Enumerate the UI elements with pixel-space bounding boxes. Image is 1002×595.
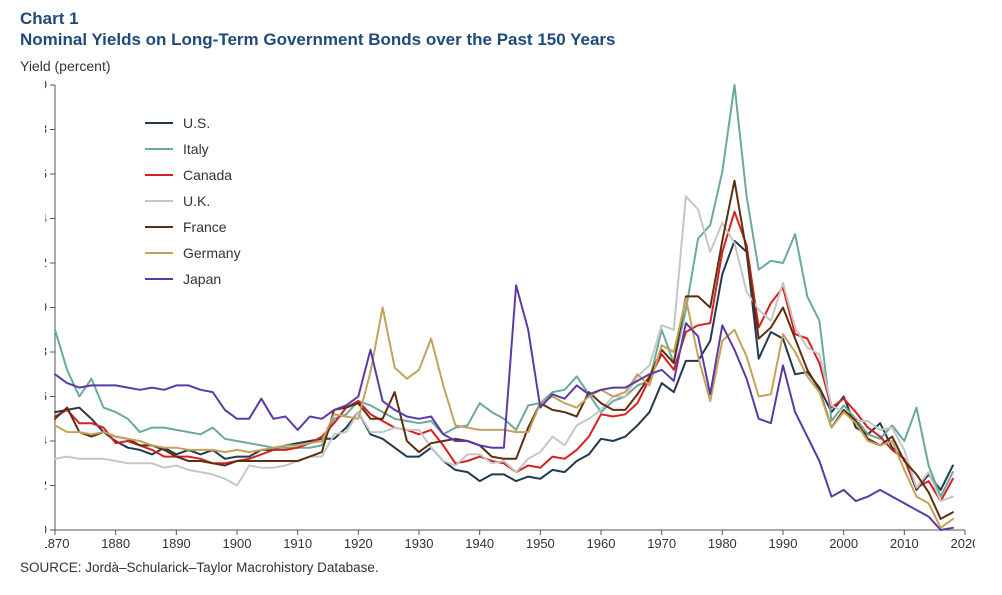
source-text: SOURCE: Jordà–Schularick–Taylor Macrohis… [20, 560, 379, 575]
legend-item: France [145, 214, 241, 240]
legend-swatch [145, 252, 173, 254]
svg-text:1880: 1880 [101, 536, 130, 550]
legend-swatch [145, 200, 173, 202]
legend-label: U.S. [183, 115, 210, 131]
svg-text:1900: 1900 [223, 536, 252, 550]
legend-label: Canada [183, 167, 232, 183]
svg-text:16: 16 [45, 166, 47, 181]
legend-label: France [183, 219, 227, 235]
legend-swatch [145, 148, 173, 150]
svg-text:1970: 1970 [647, 536, 676, 550]
svg-text:1930: 1930 [405, 536, 434, 550]
svg-text:4: 4 [45, 433, 47, 448]
svg-text:12: 12 [45, 255, 47, 270]
legend: U.S. Italy Canada U.K. France Germany Japan [145, 110, 241, 292]
legend-label: U.K. [183, 193, 210, 209]
legend-swatch [145, 122, 173, 124]
svg-text:0: 0 [45, 522, 47, 537]
svg-text:1940: 1940 [465, 536, 494, 550]
legend-swatch [145, 226, 173, 228]
legend-swatch [145, 278, 173, 280]
svg-text:1980: 1980 [708, 536, 737, 550]
legend-item: Japan [145, 266, 241, 292]
svg-text:20: 20 [45, 80, 47, 92]
chart-title: Chart 1 Nominal Yields on Long-Term Gove… [20, 8, 615, 51]
chart-title-line2: Nominal Yields on Long-Term Government B… [20, 30, 615, 49]
svg-text:14: 14 [45, 211, 47, 226]
chart-page: Chart 1 Nominal Yields on Long-Term Gove… [0, 0, 1002, 595]
svg-text:18: 18 [45, 122, 47, 137]
legend-label: Japan [183, 271, 221, 287]
svg-text:6: 6 [45, 389, 47, 404]
svg-text:2: 2 [45, 478, 47, 493]
legend-label: Germany [183, 245, 241, 261]
svg-text:1910: 1910 [283, 536, 312, 550]
svg-text:1920: 1920 [344, 536, 373, 550]
svg-text:2000: 2000 [829, 536, 858, 550]
svg-text:8: 8 [45, 344, 47, 359]
legend-item: Germany [145, 240, 241, 266]
svg-text:10: 10 [45, 300, 47, 315]
legend-item: Italy [145, 136, 241, 162]
legend-item: U.K. [145, 188, 241, 214]
svg-text:1990: 1990 [769, 536, 798, 550]
svg-text:1870: 1870 [45, 536, 69, 550]
svg-text:1890: 1890 [162, 536, 191, 550]
svg-text:2020: 2020 [951, 536, 975, 550]
svg-text:1950: 1950 [526, 536, 555, 550]
chart-title-line1: Chart 1 [20, 9, 79, 28]
svg-text:2010: 2010 [890, 536, 919, 550]
y-axis-label: Yield (percent) [20, 58, 111, 74]
svg-text:1960: 1960 [587, 536, 616, 550]
legend-item: Canada [145, 162, 241, 188]
legend-swatch [145, 174, 173, 176]
legend-item: U.S. [145, 110, 241, 136]
legend-label: Italy [183, 141, 209, 157]
